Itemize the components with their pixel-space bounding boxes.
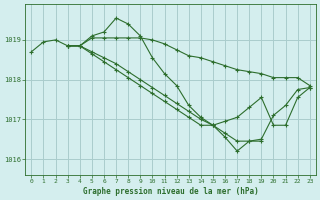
X-axis label: Graphe pression niveau de la mer (hPa): Graphe pression niveau de la mer (hPa) (83, 187, 259, 196)
